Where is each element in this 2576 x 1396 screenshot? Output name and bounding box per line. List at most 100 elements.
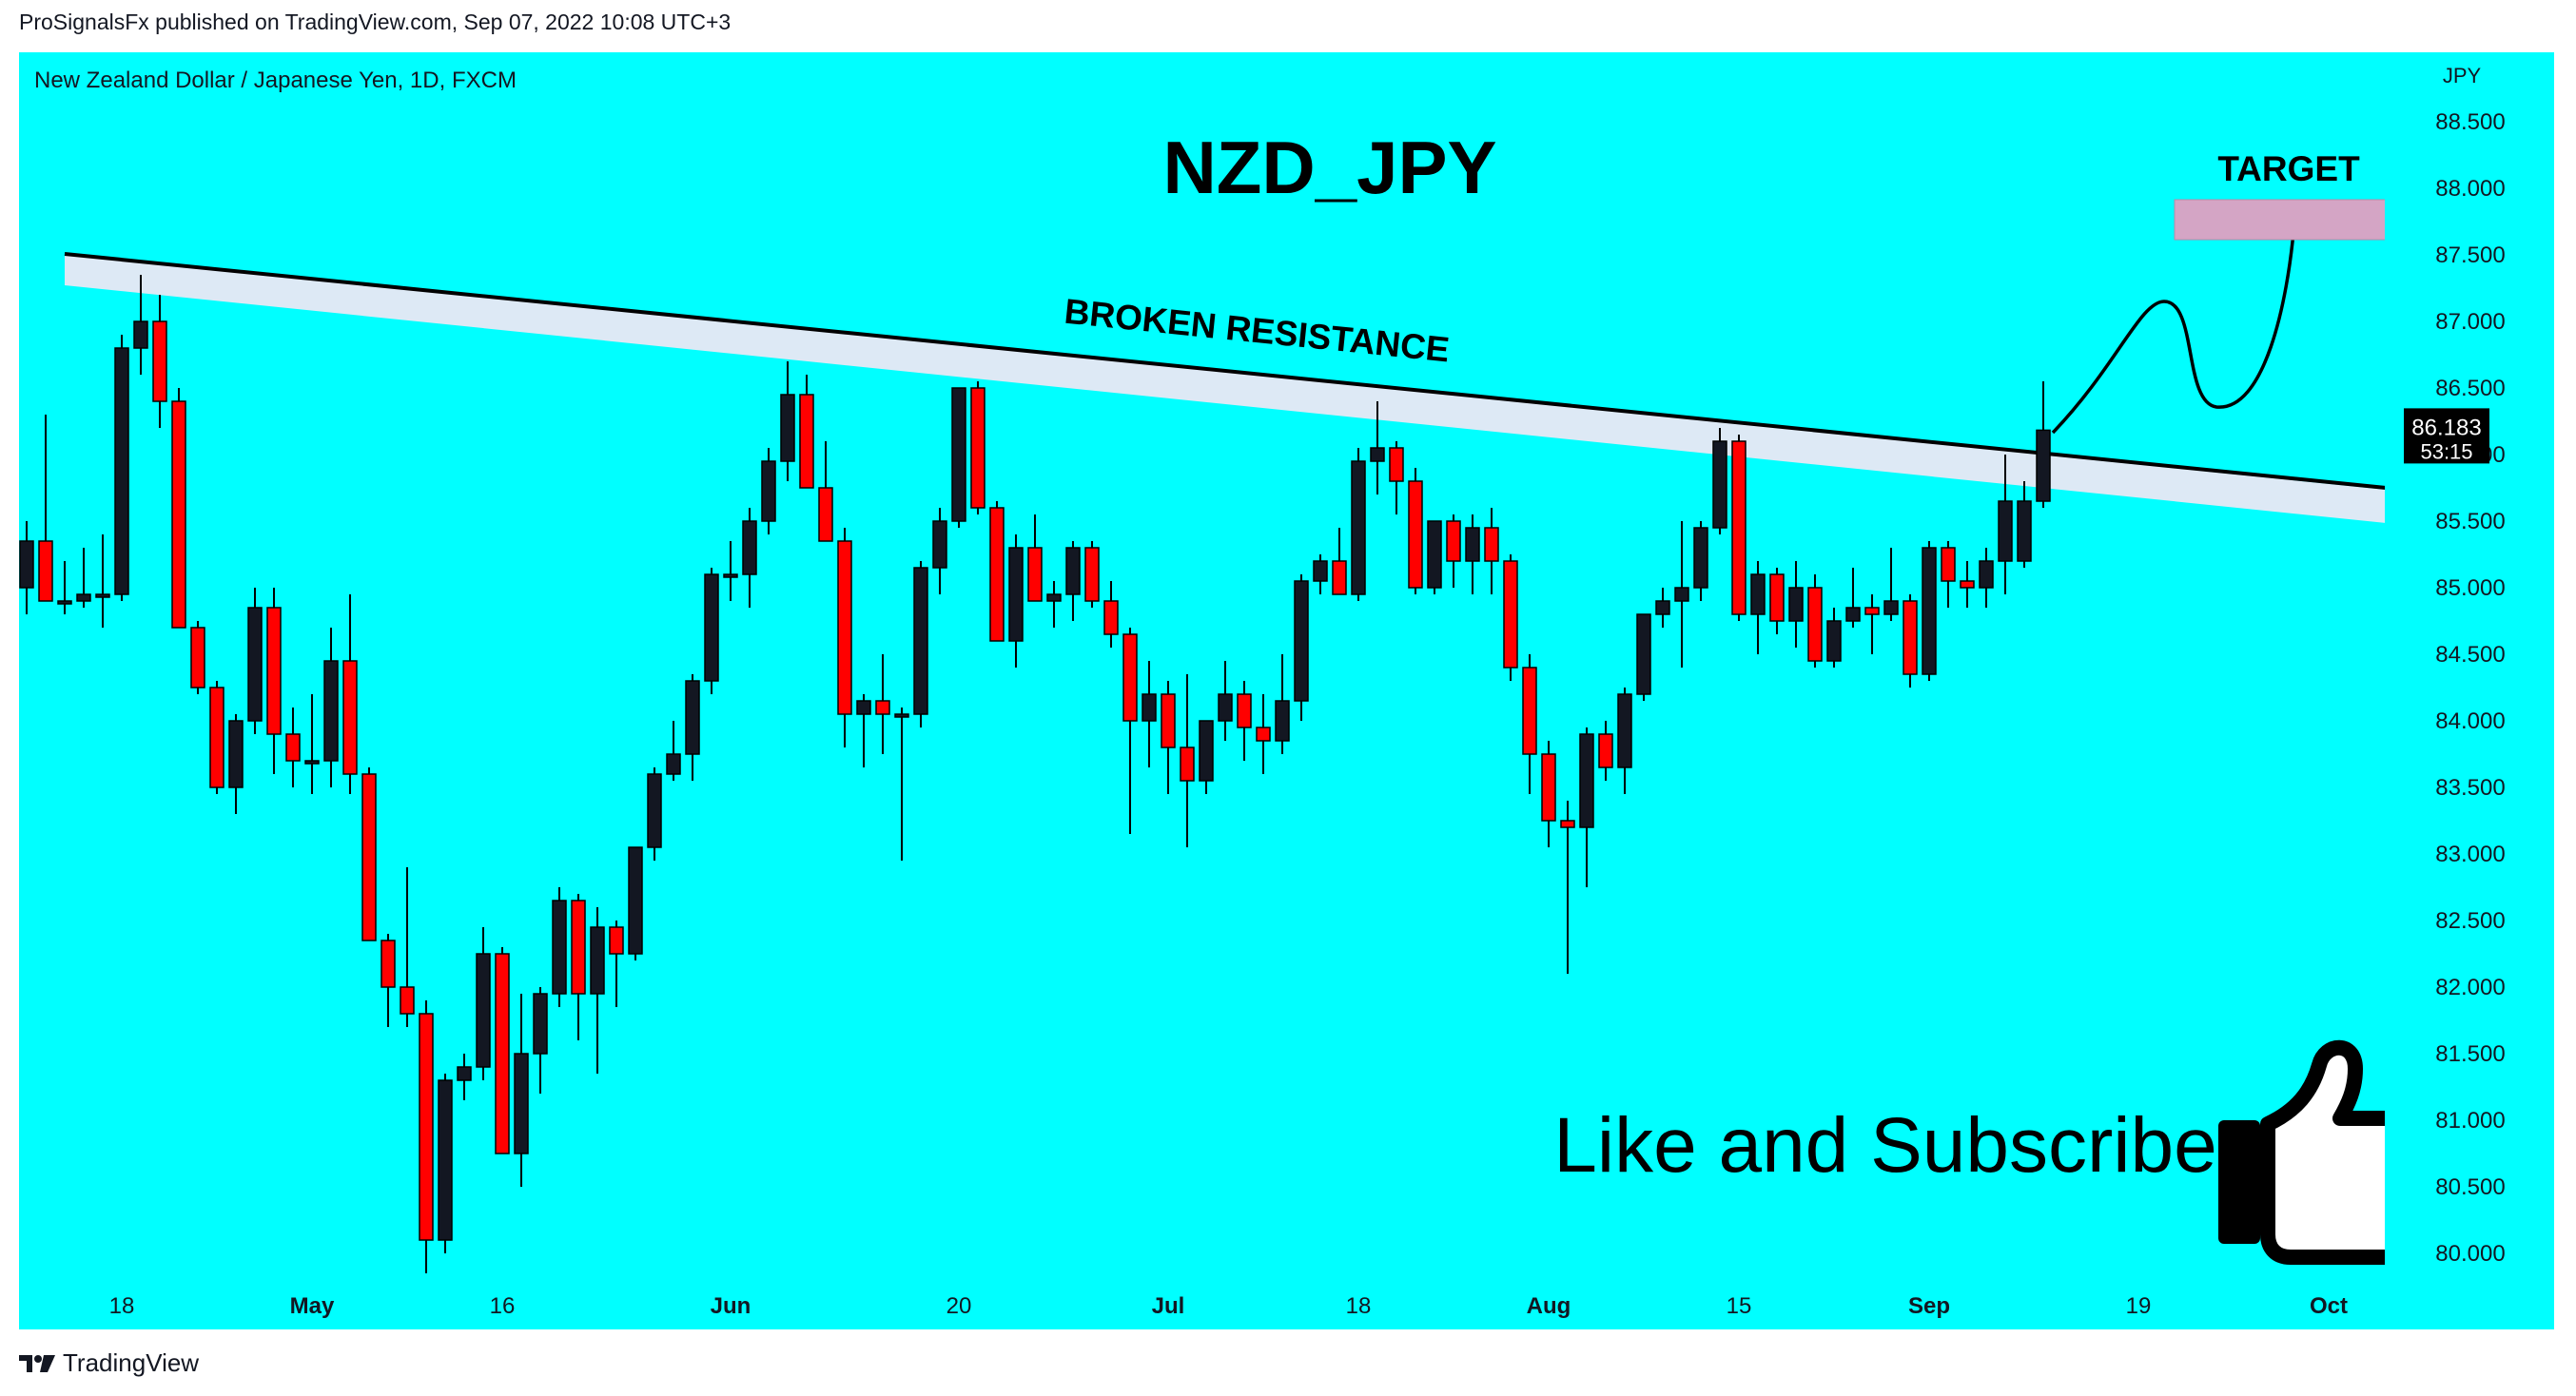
instrument-label: New Zealand Dollar / Japanese Yen, 1D, F… — [34, 68, 517, 93]
bullish-candle — [951, 387, 966, 522]
bullish-candle — [1655, 600, 1670, 615]
bullish-candle — [1008, 547, 1024, 642]
bullish-candle — [1427, 520, 1442, 589]
bullish-candle — [2036, 429, 2051, 502]
bearish-candle — [1237, 693, 1252, 728]
time-tick-label: 19 — [2126, 1293, 2152, 1319]
bullish-candle — [856, 700, 871, 715]
bullish-candle — [57, 600, 72, 605]
price-tick-label: 82.000 — [2435, 975, 2505, 1000]
bullish-candle — [1465, 527, 1480, 562]
bullish-candle — [1065, 547, 1081, 595]
bullish-candle — [228, 720, 244, 788]
price-tick-label: 85.500 — [2435, 509, 2505, 534]
bearish-candle — [970, 387, 986, 509]
bearish-candle — [1332, 560, 1347, 595]
bullish-candle — [1998, 500, 2013, 562]
price-axis-label: JPY — [2443, 64, 2482, 87]
bullish-candle — [1579, 733, 1594, 828]
price-tick-label: 86.500 — [2435, 376, 2505, 401]
bullish-candle — [133, 320, 148, 349]
bearish-candle — [1408, 480, 1423, 589]
like-subscribe-text: Like and Subscribe — [1553, 1102, 2216, 1189]
bullish-candle — [514, 1053, 529, 1154]
bullish-candle — [913, 567, 928, 715]
bearish-candle — [1807, 587, 1823, 662]
price-tick-label: 81.000 — [2435, 1108, 2505, 1134]
bearish-candle — [1180, 746, 1195, 782]
price-tick-label: 87.000 — [2435, 309, 2505, 335]
target-zone — [2174, 199, 2404, 241]
bearish-candle — [400, 986, 415, 1015]
bullish-candle — [2017, 500, 2032, 562]
bearish-candle — [1769, 573, 1785, 622]
bullish-candle — [1294, 580, 1309, 702]
bullish-candle — [1979, 560, 1994, 589]
bullish-candle — [1750, 573, 1766, 615]
bearish-candle — [419, 1013, 434, 1241]
bearish-candle — [989, 507, 1005, 642]
bearish-candle — [875, 700, 890, 715]
bearish-candle — [1103, 600, 1119, 635]
bearish-candle — [266, 607, 282, 735]
time-tick-label: Aug — [1527, 1293, 1571, 1319]
bearish-candle — [1027, 547, 1043, 602]
bearish-candle — [837, 540, 852, 715]
bullish-candle — [1922, 547, 1937, 675]
bearish-candle — [1122, 633, 1138, 722]
bearish-candle — [152, 320, 167, 402]
bullish-candle — [932, 520, 947, 569]
price-tick-label: 88.500 — [2435, 109, 2505, 135]
time-tick-label: Oct — [2310, 1293, 2348, 1319]
bearish-candle — [361, 773, 377, 941]
price-tick-label: 87.500 — [2435, 242, 2505, 268]
bearish-candle — [190, 627, 205, 688]
time-tick-label: May — [290, 1293, 335, 1319]
price-tick-label: 81.500 — [2435, 1041, 2505, 1067]
bullish-candle — [1693, 527, 1708, 589]
tradingview-footer: TradingView — [19, 1348, 199, 1378]
chart-title: NZD_JPY — [1162, 126, 1496, 209]
bullish-candle — [1617, 693, 1632, 768]
price-axis-background — [2385, 52, 2554, 1329]
bearish-candle — [209, 687, 224, 788]
bullish-candle — [666, 753, 681, 775]
price-tick-label: 82.500 — [2435, 908, 2505, 934]
bearish-candle — [1446, 520, 1461, 562]
candlestick-chart[interactable]: NZD_JPY BROKEN RESISTANCE TARGET Like and S… — [19, 52, 2554, 1329]
bullish-candle — [761, 460, 776, 522]
bearish-candle — [799, 394, 814, 489]
bullish-candle — [685, 680, 700, 755]
bullish-candle — [723, 573, 738, 578]
last-price-tag — [2404, 408, 2489, 464]
bearish-candle — [609, 926, 624, 955]
bullish-candle — [323, 660, 339, 762]
resistance-trendline — [64, 252, 2406, 492]
bullish-candle — [552, 900, 567, 995]
price-tick-label: 84.000 — [2435, 708, 2505, 734]
price-tick-label: 80.000 — [2435, 1241, 2505, 1267]
bearish-candle — [1541, 753, 1556, 822]
chart-area[interactable]: NZD_JPY BROKEN RESISTANCE TARGET Like and S… — [19, 52, 2554, 1329]
bearish-candle — [342, 660, 358, 775]
bullish-candle — [1218, 693, 1233, 722]
tradingview-brand: TradingView — [63, 1348, 200, 1377]
bearish-candle — [1903, 600, 1918, 675]
bearish-candle — [285, 733, 301, 762]
bullish-candle — [247, 607, 263, 722]
bullish-candle — [628, 846, 643, 955]
projection-curve — [2051, 221, 2296, 435]
bearish-candle — [1256, 727, 1271, 742]
bearish-candle — [1503, 560, 1518, 669]
bullish-candle — [1788, 587, 1804, 622]
bearish-candle — [1864, 607, 1880, 615]
target-label: TARGET — [2217, 149, 2360, 188]
time-tick-label: Jul — [1152, 1293, 1185, 1319]
time-tick-label: 15 — [1727, 1293, 1752, 1319]
bullish-candle — [476, 953, 491, 1068]
bearish-candle — [1960, 580, 1975, 589]
bullish-candle — [114, 347, 129, 595]
bullish-candle — [704, 573, 719, 682]
bullish-candle — [1636, 613, 1651, 695]
bearish-candle — [1389, 447, 1404, 482]
